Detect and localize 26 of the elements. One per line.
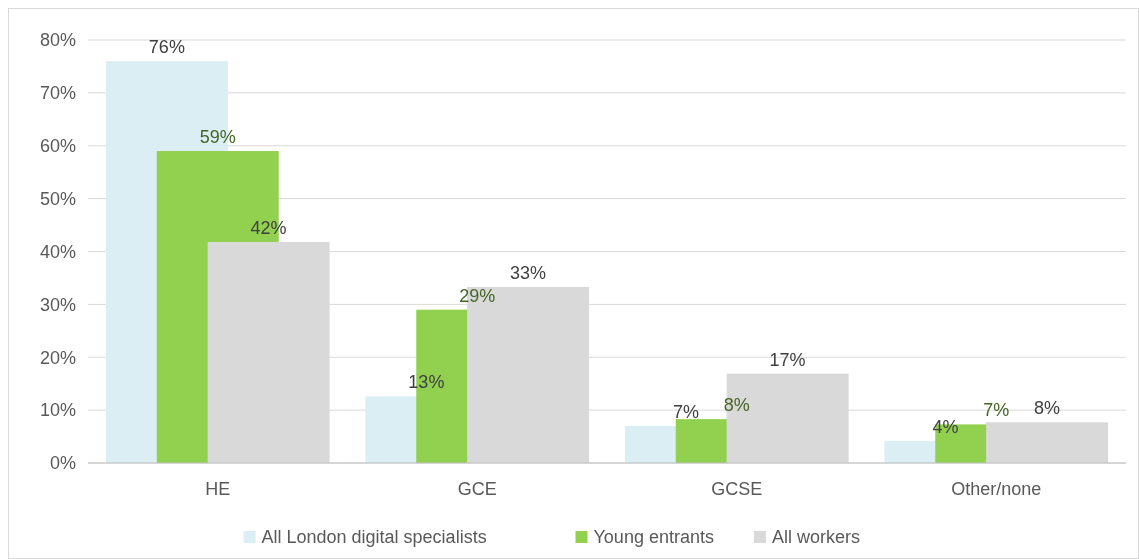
y-tick-label: 30%	[39, 294, 76, 315]
data-label: 7%	[672, 401, 699, 422]
y-tick-label: 20%	[39, 347, 76, 368]
y-tick-label: 40%	[39, 241, 76, 262]
x-tick-label: GCSE	[711, 479, 763, 499]
data-label: 8%	[1034, 398, 1061, 419]
legend-label: Young entrants	[593, 527, 714, 548]
data-label: 8%	[723, 395, 750, 416]
legend-label: All workers	[771, 527, 860, 548]
y-tick-label: 80%	[39, 30, 76, 51]
x-tick-label: HE	[205, 479, 231, 499]
y-tick-label: 60%	[39, 136, 76, 157]
data-label: 76%	[148, 37, 185, 58]
y-tick-label: 0%	[49, 453, 76, 474]
data-label: 33%	[510, 262, 547, 283]
x-tick-label: Other/none	[951, 479, 1042, 499]
bar	[986, 422, 1109, 463]
y-tick-label: 70%	[39, 83, 76, 104]
x-tick-label: GCE	[457, 479, 497, 499]
y-tick-label: 10%	[39, 400, 76, 421]
y-tick-label: 50%	[39, 188, 76, 209]
legend-label: All London digital specialists	[261, 527, 487, 548]
data-label: 7%	[983, 400, 1010, 421]
data-label: 17%	[769, 349, 806, 370]
data-label: 29%	[459, 285, 496, 306]
data-label: 59%	[199, 127, 236, 148]
